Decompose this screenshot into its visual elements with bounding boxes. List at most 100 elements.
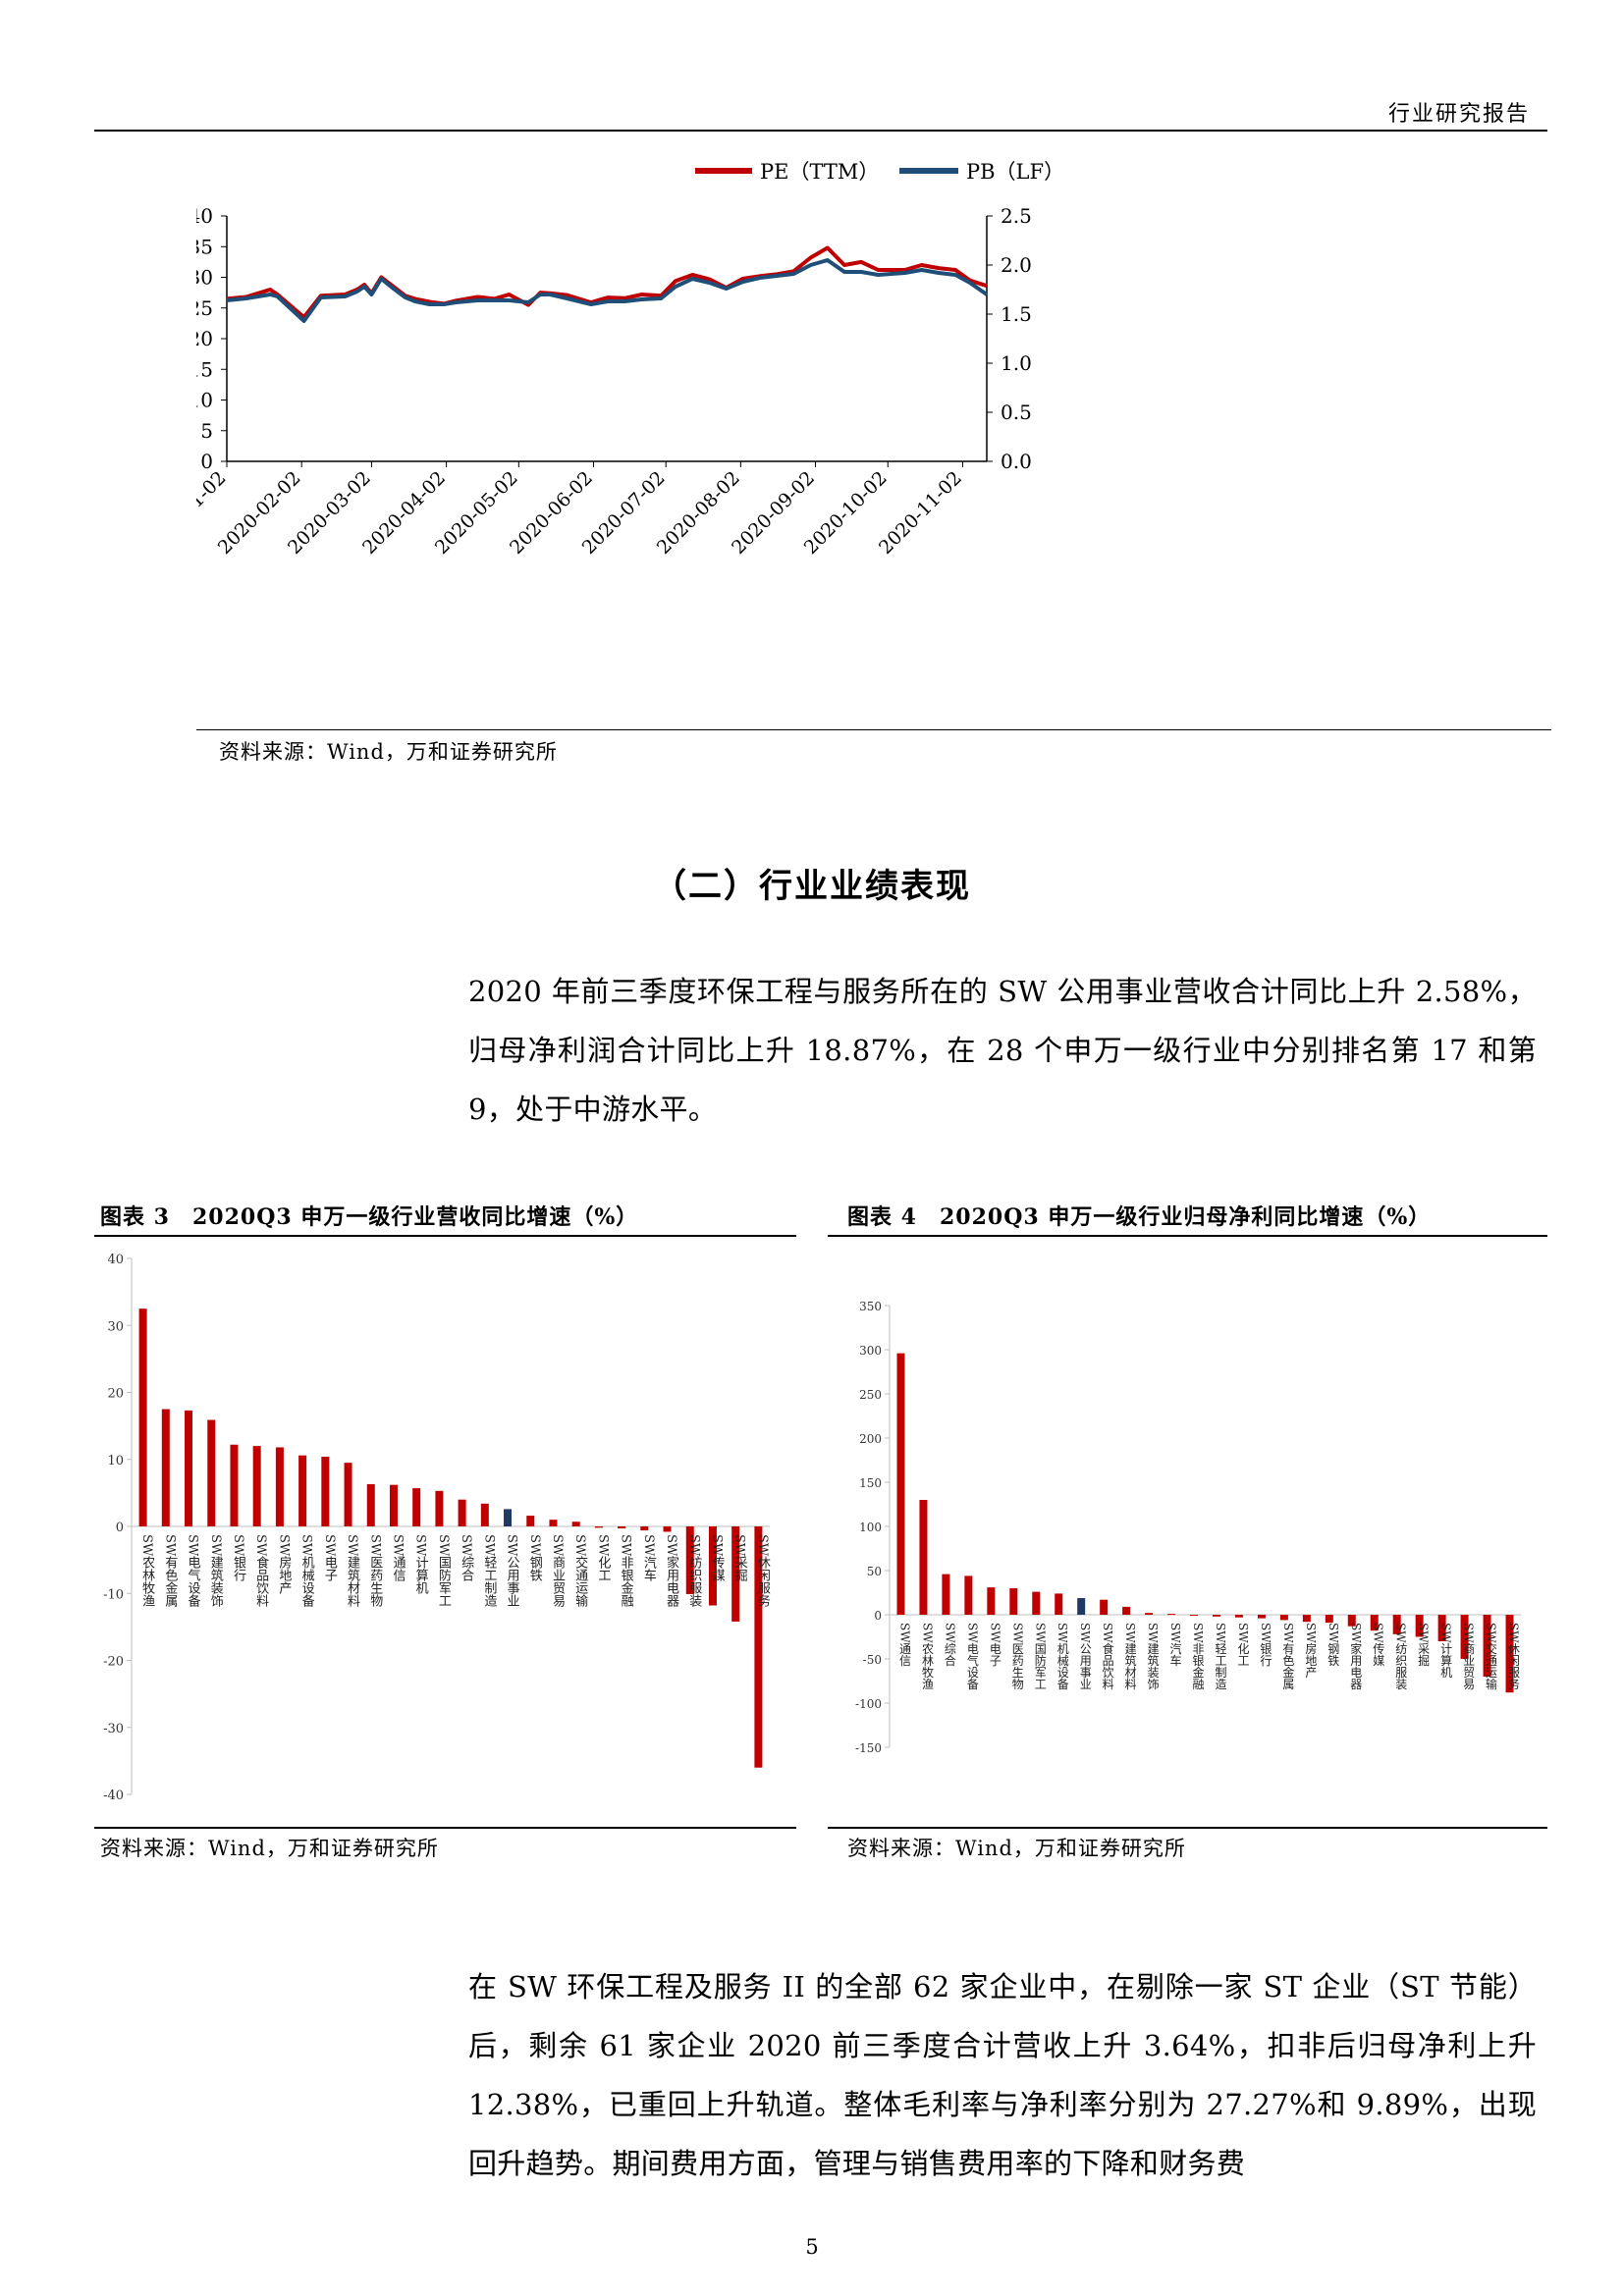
report-type-header: 行业研究报告 bbox=[1387, 102, 1530, 127]
revenue-growth-bar-chart: 40 30 20 10 0 -10 -20 -30 -40 SW农林牧渔 SW有色金属 SW电气设备 S… bbox=[103, 1253, 771, 1803]
left-tick-label: 30 bbox=[196, 266, 213, 290]
bar bbox=[1145, 1613, 1154, 1615]
bar bbox=[504, 1509, 513, 1526]
category-label: SW建筑材料 bbox=[345, 1534, 360, 1608]
bar bbox=[663, 1526, 672, 1532]
fig4-title: 图表 4 2020Q3 申万一级行业归母净利同比增速（%） bbox=[847, 1204, 1432, 1230]
bar bbox=[275, 1447, 284, 1526]
bar bbox=[1055, 1593, 1063, 1615]
right-tick-label: 2.5 bbox=[1001, 204, 1032, 228]
y-tick-label: 0 bbox=[874, 1609, 882, 1623]
category-label: SW纺织服装 bbox=[1394, 1623, 1408, 1690]
y-tick-label: 10 bbox=[107, 1454, 124, 1468]
legend-pe-label: PE（TTM） bbox=[760, 160, 879, 184]
right-tick-label: 1.5 bbox=[1001, 302, 1032, 326]
category-label: SW食品饮料 bbox=[253, 1534, 269, 1608]
category-label: SW建筑装饰 bbox=[1146, 1623, 1160, 1690]
header-rule bbox=[94, 130, 1547, 132]
bar bbox=[964, 1575, 973, 1615]
fig4-bottom-rule bbox=[828, 1827, 1547, 1829]
bar bbox=[731, 1526, 740, 1622]
category-label: SW纺织服装 bbox=[686, 1534, 702, 1608]
category-label: SW计算机 bbox=[413, 1534, 429, 1596]
category-label: SW建筑装饰 bbox=[208, 1534, 224, 1608]
legend-pb-label: PB（LF） bbox=[966, 160, 1064, 184]
bar bbox=[1009, 1588, 1018, 1615]
bar bbox=[618, 1526, 626, 1529]
category-label: SW机械设备 bbox=[299, 1534, 315, 1609]
bar bbox=[298, 1455, 307, 1526]
bar bbox=[1302, 1615, 1311, 1623]
category-label: SW机械设备 bbox=[1056, 1623, 1069, 1690]
category-label: SW计算机 bbox=[1439, 1623, 1453, 1679]
bar bbox=[207, 1419, 216, 1526]
category-label: SW非银金融 bbox=[1191, 1623, 1205, 1690]
category-label: SW休闲服务 bbox=[755, 1534, 771, 1608]
category-label: SW汽车 bbox=[1168, 1623, 1182, 1667]
bar bbox=[1167, 1614, 1176, 1616]
right-tick-label: 2.0 bbox=[1001, 253, 1032, 277]
y-tick-label: -100 bbox=[855, 1697, 882, 1711]
bar bbox=[458, 1499, 466, 1526]
bar bbox=[480, 1503, 489, 1526]
category-label: SW食品饮料 bbox=[1101, 1623, 1114, 1690]
category-label: SW交通运输 bbox=[1485, 1623, 1498, 1690]
chart-axes: 05101520253035400.00.51.01.52.02.52020-0… bbox=[196, 204, 1032, 559]
bar bbox=[1212, 1615, 1220, 1617]
bar bbox=[161, 1409, 170, 1526]
category-label: SW电气设备 bbox=[965, 1623, 979, 1690]
bar bbox=[1325, 1615, 1333, 1624]
y-tick-label: 200 bbox=[859, 1432, 882, 1446]
category-label: SW农林牧渔 bbox=[920, 1623, 934, 1690]
category-label: SW公用事业 bbox=[1078, 1623, 1092, 1690]
category-label: SW钢铁 bbox=[1326, 1623, 1340, 1667]
category-label: SW传媒 bbox=[1372, 1623, 1385, 1667]
pe-pb-line-chart: PE（TTM） PB（LF） 0 5 10 15 20 25 30 35 40 0.0 0.5 1.0… bbox=[196, 160, 1064, 559]
fig3-bottom-rule bbox=[94, 1827, 796, 1829]
pb-lf-line bbox=[226, 258, 989, 323]
left-tick-label: 15 bbox=[196, 357, 213, 381]
category-label: SW化工 bbox=[595, 1534, 611, 1581]
chart-legend: PE（TTM） PB（LF） bbox=[695, 160, 1064, 184]
category-label: SW电子 bbox=[988, 1623, 1001, 1667]
bar bbox=[1032, 1591, 1041, 1615]
y-tick-label: 300 bbox=[859, 1344, 882, 1358]
left-tick-label: 25 bbox=[196, 296, 213, 320]
bar bbox=[549, 1520, 558, 1526]
bar bbox=[321, 1457, 330, 1526]
bar bbox=[1077, 1598, 1086, 1615]
bar bbox=[1257, 1615, 1266, 1619]
y-tick-label: 0 bbox=[116, 1521, 124, 1535]
page-number: 5 bbox=[805, 2235, 819, 2259]
right-tick-label: 0.5 bbox=[1001, 400, 1032, 424]
bar bbox=[185, 1410, 193, 1526]
bar bbox=[1392, 1615, 1401, 1634]
fig3-title-rule bbox=[94, 1235, 796, 1237]
bar bbox=[708, 1526, 717, 1606]
category-label: SW非银金融 bbox=[619, 1534, 634, 1608]
bar bbox=[685, 1526, 694, 1594]
left-tick-label: 5 bbox=[200, 419, 213, 443]
fig4-source: 资料来源：Wind，万和证券研究所 bbox=[847, 1837, 1186, 1860]
category-label: SW有色金属 bbox=[162, 1534, 178, 1609]
category-label: SW采掘 bbox=[732, 1534, 748, 1582]
left-tick-label: 20 bbox=[196, 327, 213, 350]
category-label: SW家用电器 bbox=[664, 1534, 679, 1609]
category-label: SW有色金属 bbox=[1281, 1623, 1295, 1690]
bar bbox=[594, 1526, 603, 1528]
y-tick-label: 150 bbox=[859, 1476, 882, 1490]
bar bbox=[896, 1353, 905, 1615]
y-tick-label: -30 bbox=[103, 1722, 124, 1736]
chart1-bottom-rule bbox=[196, 729, 1551, 730]
category-label: SW房地产 bbox=[276, 1534, 292, 1596]
y-tick-label: 100 bbox=[859, 1521, 882, 1534]
category-label: SW房地产 bbox=[1304, 1623, 1318, 1679]
category-label: SW医药生物 bbox=[367, 1534, 383, 1609]
bar bbox=[1279, 1615, 1288, 1621]
category-label: SW综合 bbox=[943, 1623, 956, 1667]
category-label: SW轻工制造 bbox=[1214, 1623, 1227, 1690]
y-tick-label: 40 bbox=[107, 1253, 124, 1267]
category-label: SW轻工制造 bbox=[481, 1534, 497, 1609]
bar bbox=[435, 1490, 444, 1526]
category-label: SW传媒 bbox=[709, 1534, 725, 1582]
